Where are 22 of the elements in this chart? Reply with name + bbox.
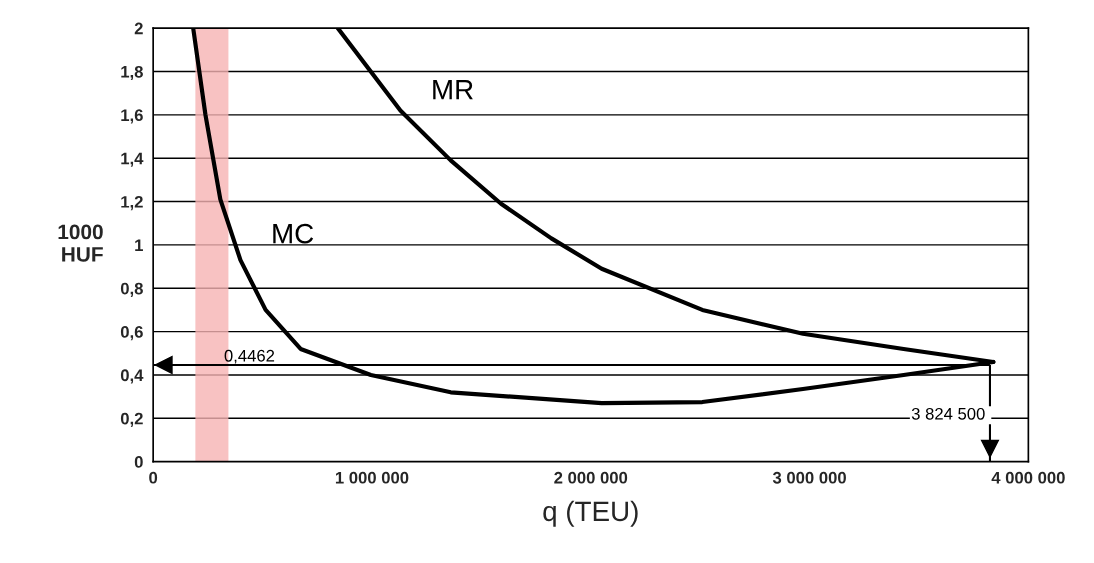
y-tick-label: 0,4 — [120, 369, 144, 384]
x-tick-label: 0 — [149, 471, 158, 484]
y-tick-label: 0,6 — [120, 326, 143, 341]
x-tick-label: 3 000 000 — [772, 471, 846, 484]
y-tick-label: 1,6 — [121, 109, 143, 124]
y-tick-label: 0,2 — [120, 412, 143, 427]
y-tick-label: 1,8 — [121, 65, 143, 81]
y-axis-title: 1000 HUF — [58, 224, 103, 262]
y-tick-label: 0,8 — [120, 282, 143, 297]
series-label: MR — [433, 80, 473, 100]
series-label: MC — [273, 223, 314, 244]
y-tick-label: 1,2 — [121, 195, 143, 211]
x-tick-label: 4 000 000 — [991, 471, 1065, 484]
y-tick-label: 0 — [134, 456, 143, 468]
ref-line-label: 3 824 500 — [911, 407, 985, 420]
ref-line-label: 0,4462 — [224, 349, 275, 364]
x-tick-label: 2 000 000 — [554, 471, 628, 484]
x-axis-title: q (TEU) — [543, 500, 638, 527]
y-tick-label: 2 — [134, 22, 143, 35]
y-tick-label: 1,4 — [121, 152, 144, 167]
y-tick-label: 1 — [135, 239, 143, 251]
x-tick-label: 1 000 000 — [335, 471, 409, 484]
